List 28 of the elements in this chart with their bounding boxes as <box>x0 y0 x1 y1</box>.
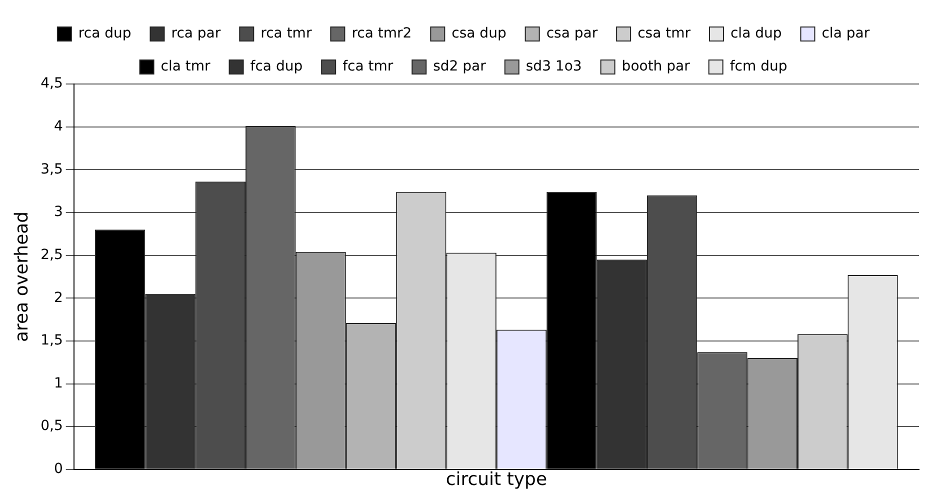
legend-label: sd3 1o3 <box>526 58 582 75</box>
legend-label: sd2 par <box>433 58 486 75</box>
legend-label: cla tmr <box>160 58 211 75</box>
y-tick-label: 1,5 <box>40 332 63 349</box>
y-tick-label: 3,5 <box>40 161 63 178</box>
x-axis-title: circuit type <box>446 468 548 490</box>
legend-label: cla par <box>822 26 870 42</box>
legend-label: fca dup <box>250 58 303 75</box>
legend-label: fca tmr <box>342 58 394 75</box>
legend-label: rca dup <box>78 26 132 42</box>
legend-label: csa par <box>546 26 598 42</box>
legend-label: rca tmr2 <box>352 26 412 42</box>
y-tick-label: 2 <box>54 290 63 306</box>
y-tick-label: 4,5 <box>40 76 63 92</box>
y-tick-label: 2,5 <box>40 246 63 263</box>
y-axis-title: area overhead <box>11 211 32 342</box>
y-tick-label: 1 <box>54 375 63 392</box>
legend-label: rca par <box>171 26 221 42</box>
legend-label: cla dup <box>730 26 782 42</box>
y-tick-label: 0,5 <box>40 418 63 434</box>
y-tick-label: 0 <box>54 461 63 478</box>
y-tick-label: 4 <box>54 118 63 134</box>
legend-label: rca tmr <box>260 26 312 42</box>
legend-label: csa dup <box>452 26 506 42</box>
y-tick-label: 3 <box>54 204 63 220</box>
legend-label: fcm dup <box>730 58 788 75</box>
legend-label: csa tmr <box>638 26 691 42</box>
legend-label: booth par <box>622 58 690 75</box>
